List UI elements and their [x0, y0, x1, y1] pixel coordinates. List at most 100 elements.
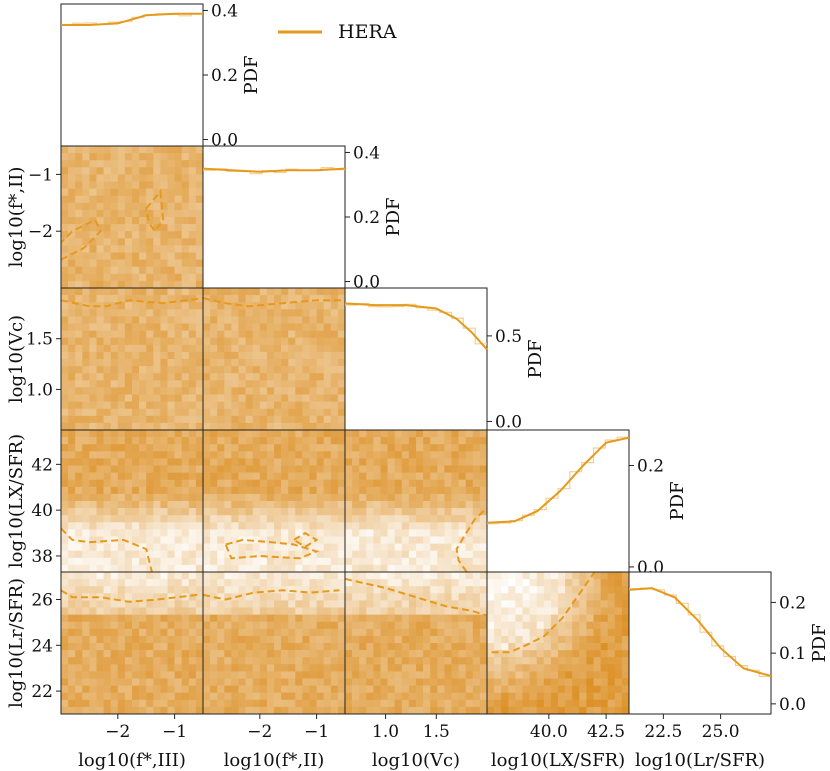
- heatmap-cell: [295, 614, 303, 622]
- heatmap-cell: [139, 572, 147, 580]
- heatmap-cell: [174, 394, 182, 402]
- heatmap-cell: [103, 415, 111, 424]
- heatmap-cell: [494, 600, 502, 608]
- heatmap-cell: [487, 685, 495, 693]
- heatmap-cell: [274, 508, 282, 516]
- heatmap-cell: [295, 415, 303, 424]
- heatmap-cell: [167, 394, 175, 402]
- heatmap-cell: [139, 160, 147, 168]
- heatmap-cell: [572, 643, 580, 651]
- heatmap-cell: [203, 586, 211, 594]
- heatmap-cell: [614, 614, 623, 622]
- heatmap-cell: [203, 536, 211, 544]
- heatmap-cell: [252, 359, 261, 367]
- pdf-line: [628, 587, 772, 677]
- heatmap-cell: [160, 415, 168, 424]
- heatmap-cell: [124, 451, 133, 459]
- legend-label-hera: HERA: [338, 21, 397, 43]
- heatmap-cell: [330, 692, 339, 701]
- heatmap-cell: [366, 692, 374, 701]
- heatmap-cell: [124, 593, 133, 601]
- heatmap-cell: [352, 685, 360, 693]
- heatmap-cell: [416, 706, 424, 714]
- heatmap-cell: [430, 543, 438, 551]
- heatmap-cell: [472, 692, 481, 701]
- heatmap-cell: [593, 699, 601, 708]
- heatmap-cell: [274, 657, 282, 665]
- heatmap-cell: [465, 536, 474, 544]
- heatmap-cell: [295, 678, 303, 686]
- heatmap-cell: [565, 671, 573, 679]
- heatmap-cell: [579, 678, 587, 686]
- heatmap-cell: [103, 295, 111, 303]
- heatmap-cell: [259, 593, 268, 601]
- heatmap-cell: [68, 579, 76, 587]
- heatmap-cell: [437, 437, 445, 445]
- heatmap-cell: [515, 607, 523, 615]
- heatmap-cell: [337, 373, 345, 381]
- heatmap-cell: [124, 146, 133, 154]
- heatmap-cell: [153, 415, 161, 424]
- heatmap-cell: [330, 508, 339, 516]
- heatmap-cell: [174, 316, 182, 324]
- heatmap-cell: [167, 430, 175, 438]
- heatmap-cell: [146, 288, 154, 296]
- heatmap-cell: [252, 337, 261, 346]
- heatmap-cell: [323, 465, 332, 473]
- heatmap-cell: [231, 394, 239, 402]
- heatmap-cell: [139, 493, 147, 502]
- heatmap-cell: [451, 508, 459, 516]
- heatmap-cell: [586, 628, 594, 637]
- heatmap-cell: [96, 394, 104, 402]
- heatmap-cell: [82, 209, 90, 218]
- heatmap-cell: [146, 408, 154, 417]
- heatmap-cell: [167, 515, 175, 523]
- heatmap-cell: [458, 643, 466, 651]
- heatmap-cell: [188, 600, 197, 608]
- heatmap-cell: [110, 472, 119, 480]
- heatmap-cell: [224, 550, 232, 559]
- heatmap-cell: [295, 635, 303, 644]
- heatmap-cell: [508, 614, 516, 622]
- heatmap-cell: [621, 635, 629, 644]
- heatmap-cell: [302, 351, 310, 360]
- heatmap-cell: [401, 692, 410, 701]
- heatmap-cell: [593, 600, 601, 608]
- pdf-line: [344, 302, 488, 351]
- heatmap-cell: [132, 344, 140, 353]
- heatmap-cell: [89, 188, 97, 196]
- heatmap-cell: [295, 288, 303, 296]
- heatmap-cell: [522, 579, 530, 587]
- heatmap-cell: [508, 586, 516, 594]
- heatmap-cell: [274, 373, 282, 381]
- heatmap-cell: [231, 302, 239, 310]
- heatmap-cell: [266, 621, 275, 630]
- heatmap-cell: [89, 252, 97, 260]
- heatmap-cell: [89, 408, 97, 417]
- heatmap-cell: [565, 706, 573, 714]
- heatmap-cell: [139, 706, 147, 714]
- heatmap-cell: [139, 224, 147, 232]
- heatmap-cell: [110, 344, 119, 353]
- heatmap-cell: [68, 366, 76, 374]
- heatmap-cell: [153, 238, 161, 246]
- heatmap-cell: [352, 628, 360, 637]
- heatmap-cell: [295, 564, 303, 572]
- heatmap-cell: [210, 508, 218, 516]
- heatmap-cell: [203, 344, 211, 353]
- heatmap-cell: [89, 607, 97, 615]
- heatmap-cell: [139, 344, 147, 353]
- heatmap-cell: [82, 600, 90, 608]
- heatmap-cell: [337, 685, 345, 693]
- heatmap-cell: [465, 564, 474, 572]
- heatmap-cell: [586, 643, 594, 651]
- heatmap-cell: [124, 337, 133, 346]
- heatmap-cell: [89, 508, 97, 516]
- heatmap-cell: [621, 593, 629, 601]
- heatmap-cell: [479, 529, 487, 537]
- heatmap-cell: [515, 579, 523, 587]
- heatmap-cell: [146, 380, 154, 388]
- heatmap-cell: [139, 273, 147, 282]
- heatmap-cell: [252, 401, 261, 409]
- heatmap-cell: [89, 572, 97, 580]
